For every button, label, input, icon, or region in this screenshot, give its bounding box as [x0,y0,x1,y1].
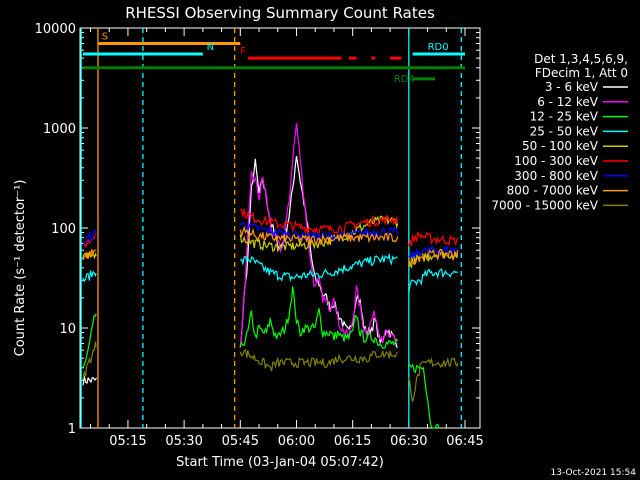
series-line [82,230,97,249]
x-tick-label: 05:45 [222,434,259,449]
y-tick-label: 1 [68,422,76,437]
series-line [82,341,97,380]
legend-entry-label: 6 - 12 keV [537,95,599,109]
legend-entry-label: 100 - 300 keV [514,154,598,168]
legend-entry-label: 50 - 100 keV [522,139,599,153]
series-line [239,225,399,246]
series-line [239,286,399,349]
legend-entry-label: 25 - 50 keV [530,124,599,138]
series-line [408,248,459,267]
legend-entry-label: 12 - 25 keV [530,110,599,124]
flag-label: S [102,31,108,42]
x-tick-label: 05:30 [165,434,202,449]
x-tick-label: 06:00 [278,434,315,449]
series-line [408,231,459,247]
x-axis-label: Start Time (03-Jan-04 05:07:42) [176,455,384,470]
series-line [82,249,97,261]
legend-entry-label: 7000 - 15000 keV [491,198,598,212]
series-line [239,252,398,283]
legend-header-2: FDecim 1, Att 0 [535,66,628,80]
y-tick-label: 10000 [35,22,76,37]
series-line [408,250,459,269]
y-tick-label: 1000 [43,122,76,137]
x-tick-label: 06:30 [390,434,427,449]
series-line [239,220,399,244]
series-line [82,270,97,283]
series-line [82,229,97,247]
series-line [408,363,440,429]
y-tick-label: 10 [59,322,76,337]
legend-entry-label: 300 - 800 keV [514,169,598,183]
chart-title: RHESSI Observing Summary Count Rates [125,4,435,22]
legend: Det 1,3,4,5,6,9, FDecim 1, Att 0 3 - 6 k… [491,52,628,212]
flag-label: RD0 [428,42,449,53]
series-line [82,313,97,369]
series-line [408,357,459,402]
x-tick-label: 06:45 [446,434,483,449]
legend-entry-label: 3 - 6 keV [545,80,599,94]
flag-label: N [207,42,214,53]
series-line [408,268,458,293]
footer-timestamp: 13-Oct-2021 15:54 [551,468,637,478]
flag-label: F [240,46,246,57]
y-tick-label: 100 [51,222,76,237]
series-line [240,208,399,235]
legend-entry-label: 800 - 7000 keV [507,184,599,198]
x-tick-label: 05:15 [109,434,146,449]
legend-header-1: Det 1,3,4,5,6,9, [534,52,628,66]
series-line [239,348,398,372]
series-line [408,244,459,259]
plot-area: 1 10 100 1000 10000 05:15 05:30 05:45 06:00 06:15… [35,22,484,449]
x-tick-label: 06:15 [334,434,371,449]
flag-label: RD4 [394,74,415,85]
series-line [82,376,97,386]
y-axis-label: Count Rate (s⁻¹ detector⁻¹) [13,180,28,357]
